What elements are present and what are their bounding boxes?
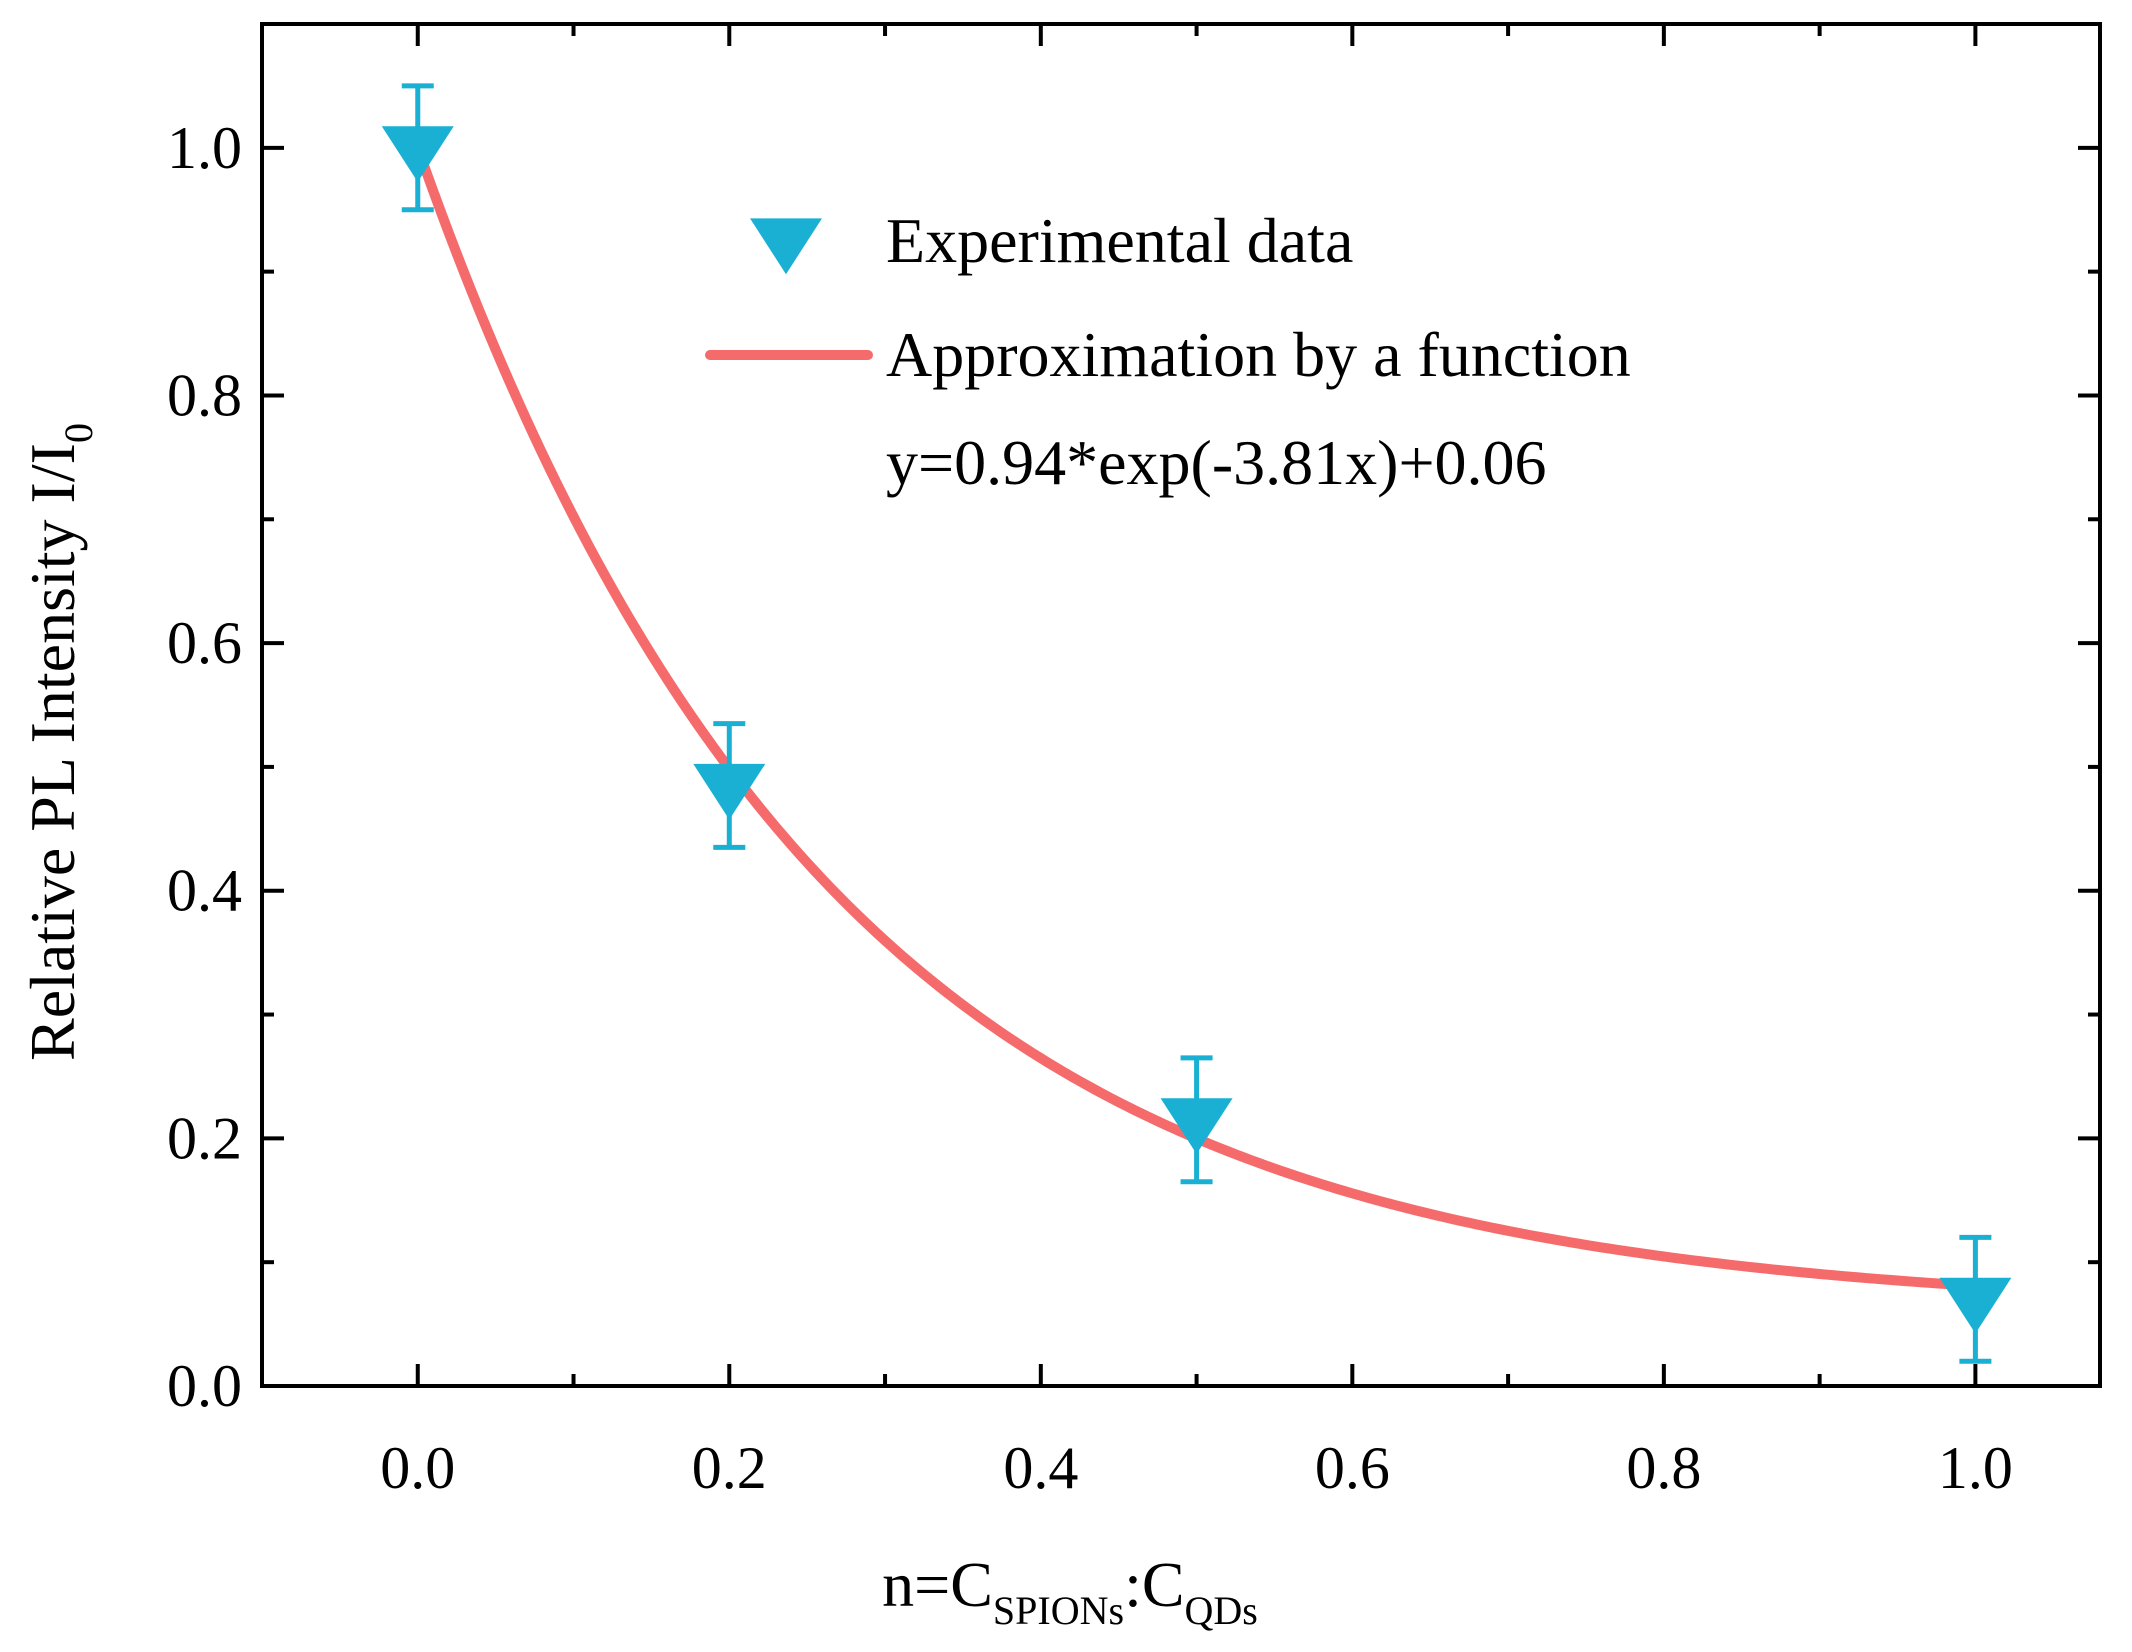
y-tick-label: 0.0 [167, 1353, 242, 1419]
y-tick-label: 0.2 [167, 1105, 242, 1171]
data-point [1160, 1098, 1233, 1154]
legend-marker-sample [750, 218, 822, 275]
y-tick-label: 1.0 [167, 115, 242, 181]
data-point [381, 126, 454, 183]
legend: Experimental data Approximation by a fun… [705, 205, 1631, 498]
plot-frame [260, 22, 2102, 1388]
data-point [1939, 1277, 2012, 1334]
x-tick-label: 1.0 [1938, 1435, 2013, 1501]
x-tick-label: 0.2 [692, 1435, 767, 1501]
legend-equation: y=0.94*exp(-3.81x)+0.06 [886, 427, 1547, 498]
x-tick-label: 0.0 [380, 1435, 455, 1501]
y-axis-title: Relative PL Intensity I/I0 [17, 423, 101, 1061]
data-point [693, 763, 766, 820]
x-tick-label: 0.4 [1003, 1435, 1078, 1501]
legend-entry-experimental: Experimental data [886, 205, 1353, 276]
x-tick-label: 0.6 [1315, 1435, 1390, 1501]
y-tick-label: 0.8 [167, 362, 242, 428]
x-axis-title: n=CSPIONs:CQDs [882, 1549, 1258, 1633]
y-tick-label: 0.6 [167, 610, 242, 676]
legend-entry-approximation: Approximation by a function [886, 319, 1631, 390]
y-tick-label: 0.4 [167, 858, 242, 924]
x-tick-label: 0.8 [1626, 1435, 1701, 1501]
